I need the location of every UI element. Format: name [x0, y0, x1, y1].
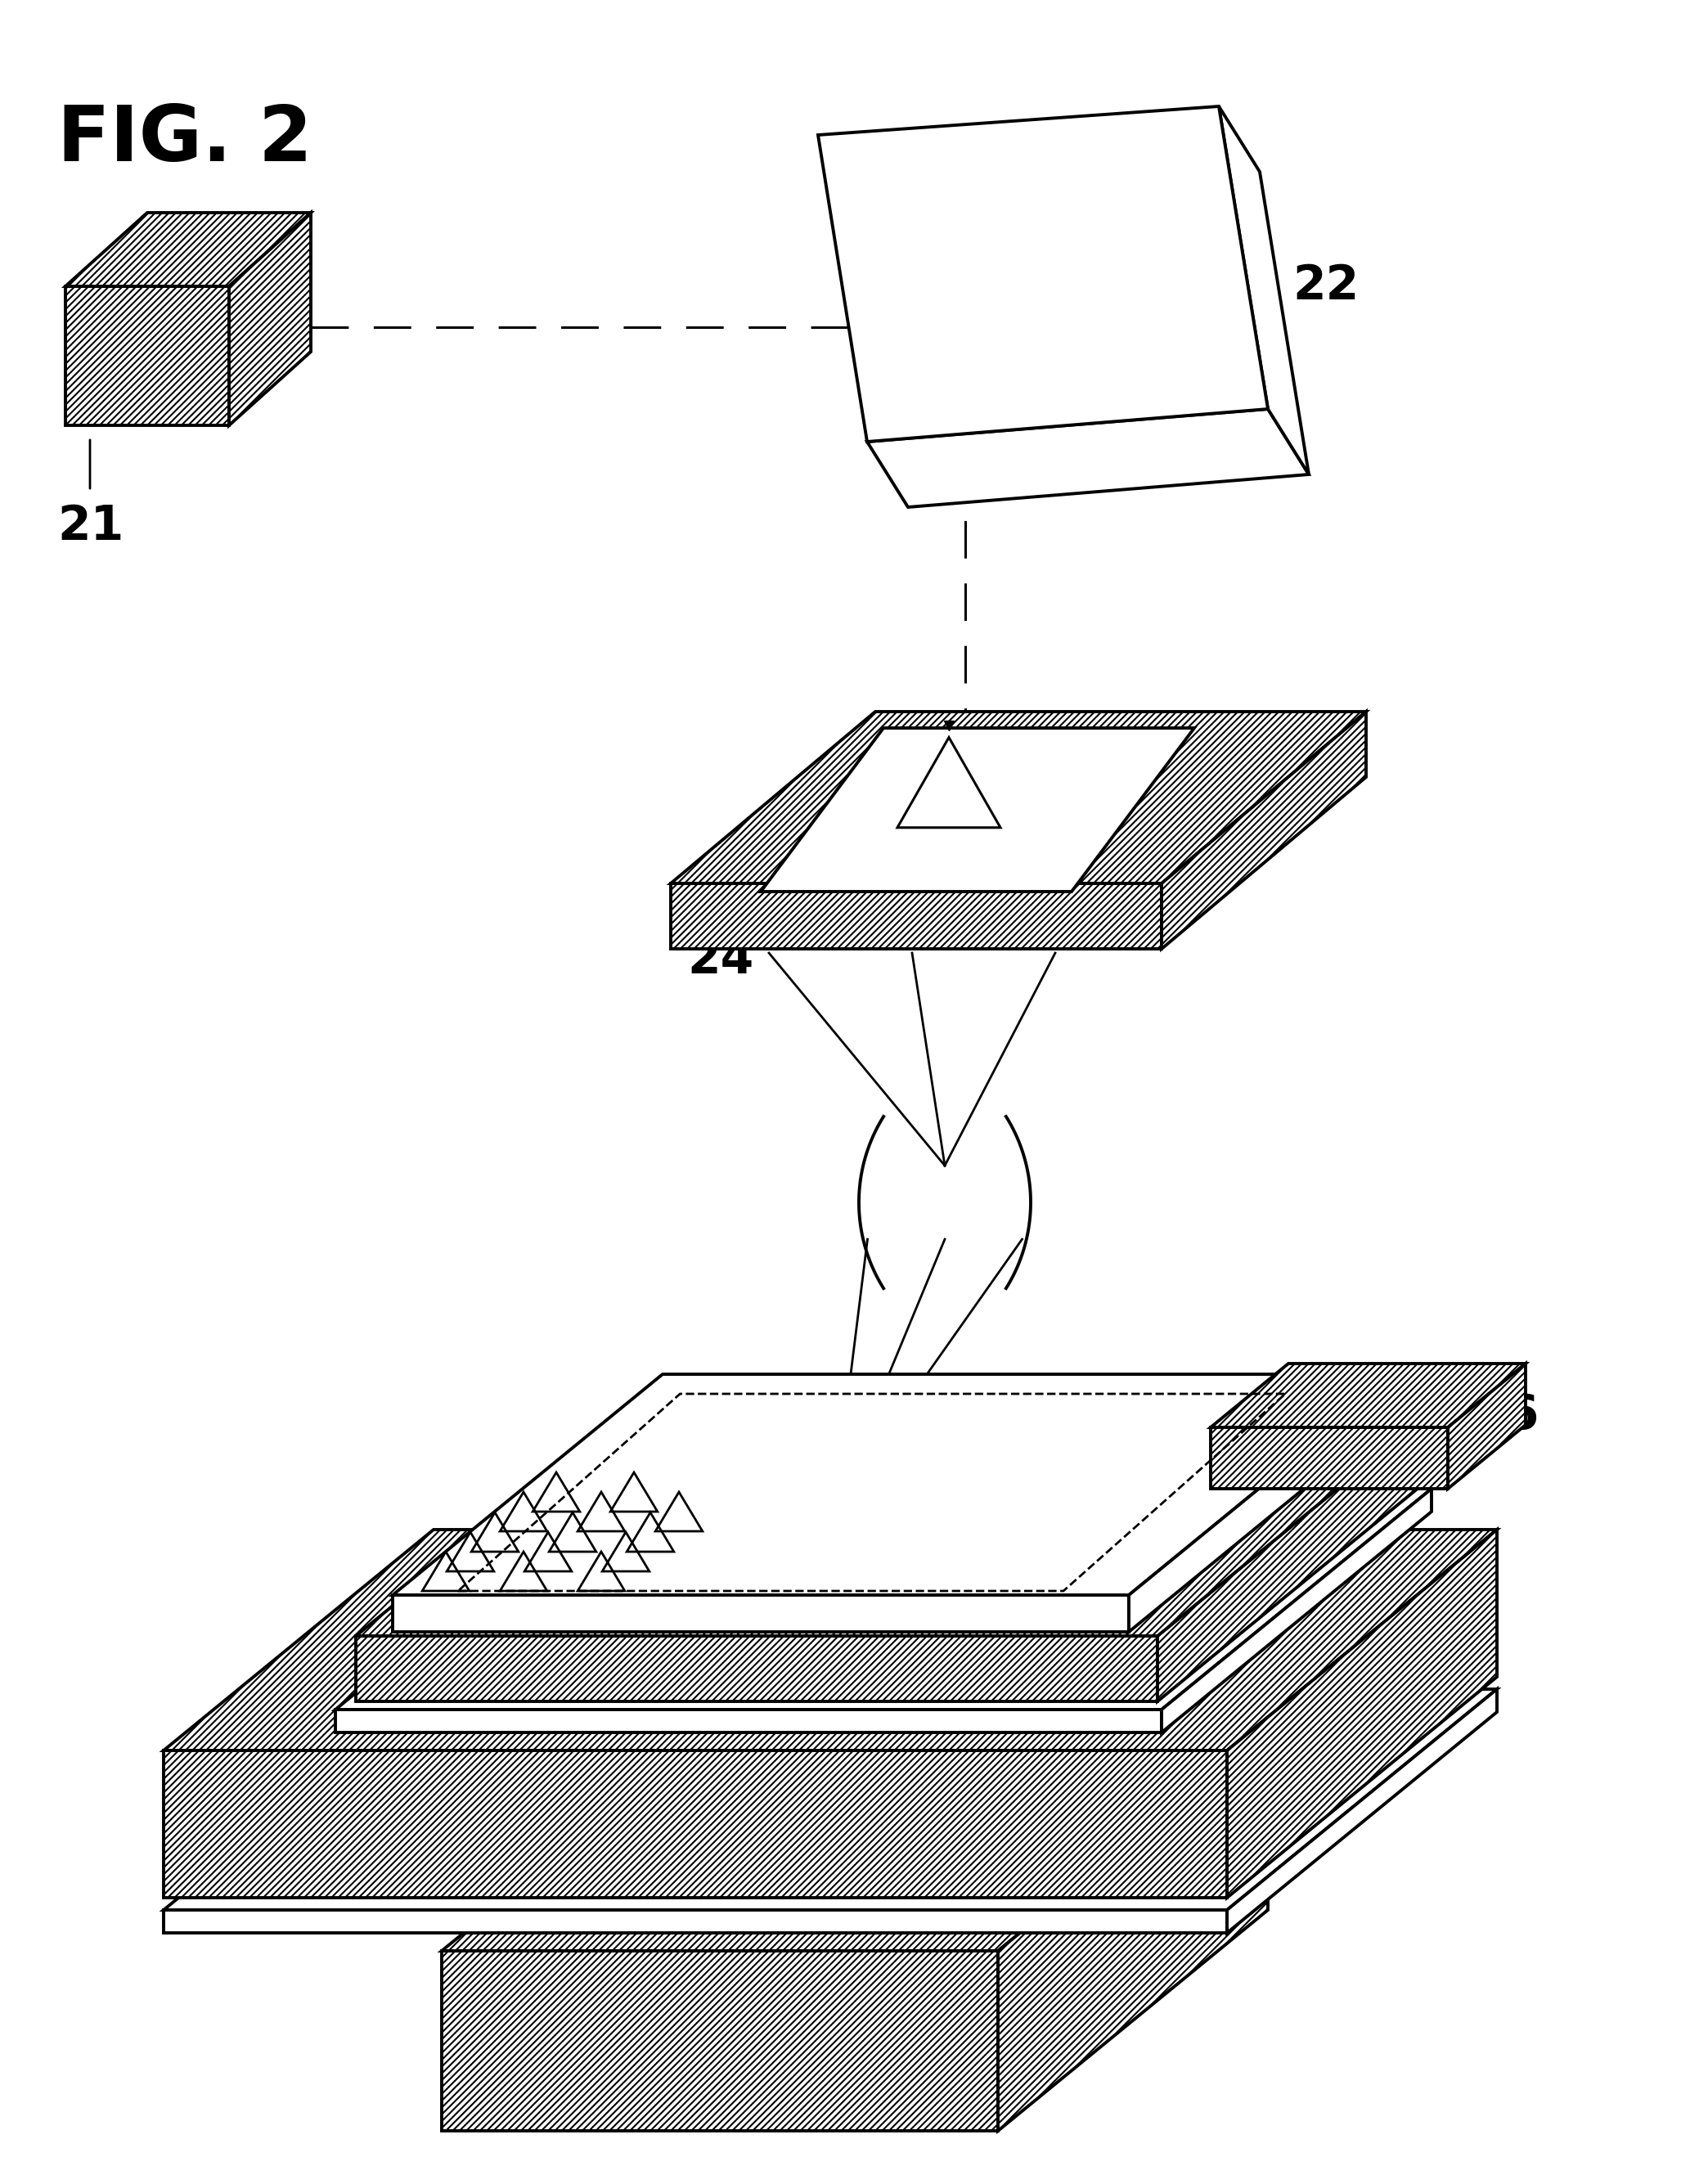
Text: 24: 24: [688, 937, 753, 983]
Polygon shape: [442, 1950, 999, 2132]
Polygon shape: [442, 1730, 1267, 1950]
Polygon shape: [356, 1636, 1158, 1701]
Polygon shape: [1162, 712, 1367, 948]
Polygon shape: [819, 107, 1267, 441]
Text: 23: 23: [1252, 786, 1318, 832]
Text: 21: 21: [57, 502, 124, 550]
Polygon shape: [163, 1749, 1227, 1898]
Text: 22: 22: [1293, 262, 1358, 310]
Polygon shape: [867, 408, 1309, 507]
Polygon shape: [761, 727, 1194, 891]
Polygon shape: [336, 1710, 1162, 1732]
Polygon shape: [163, 1529, 1498, 1749]
Polygon shape: [66, 212, 311, 286]
Polygon shape: [1158, 1415, 1427, 1701]
Polygon shape: [163, 1688, 1498, 1911]
Polygon shape: [1210, 1428, 1447, 1489]
Polygon shape: [1210, 1363, 1526, 1428]
Polygon shape: [999, 1730, 1267, 2132]
Polygon shape: [163, 1911, 1227, 1933]
Polygon shape: [1130, 1374, 1399, 1631]
Polygon shape: [393, 1374, 1399, 1594]
Polygon shape: [671, 712, 1367, 882]
Polygon shape: [66, 286, 229, 426]
Polygon shape: [1227, 1529, 1498, 1898]
Polygon shape: [1227, 1688, 1498, 1933]
Polygon shape: [1219, 107, 1309, 474]
Text: 25: 25: [859, 1531, 926, 1577]
Text: 26: 26: [1473, 1391, 1538, 1439]
Polygon shape: [356, 1415, 1427, 1636]
Polygon shape: [1162, 1489, 1432, 1732]
Polygon shape: [671, 882, 1162, 948]
Text: FIG. 2: FIG. 2: [57, 103, 313, 177]
Polygon shape: [1447, 1363, 1526, 1489]
Polygon shape: [336, 1489, 1432, 1710]
Polygon shape: [393, 1594, 1130, 1631]
Polygon shape: [229, 212, 311, 426]
Polygon shape: [898, 738, 1000, 828]
